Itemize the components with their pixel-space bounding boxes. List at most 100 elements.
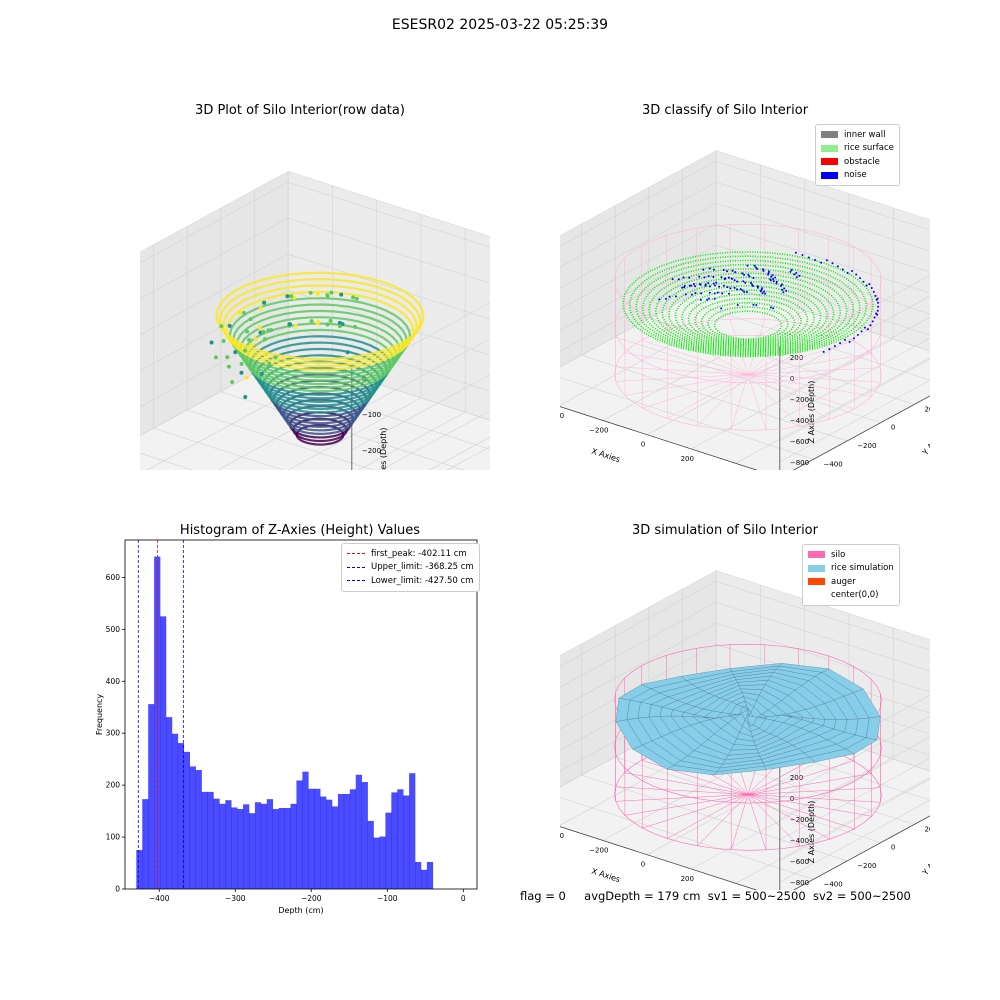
silo-floor-spoke (624, 772, 749, 795)
histogram-bar (290, 803, 297, 889)
noise-point (774, 276, 777, 279)
noise-point (688, 276, 691, 279)
status-line: flag = 0 avgDepth = 179 cm sv1 = 500~250… (520, 889, 911, 903)
silo-floor-spoke (642, 794, 749, 829)
histogram-bar (308, 788, 315, 889)
x-axis-label: Depth (cm) (278, 906, 323, 915)
x-tick-label: 400 (725, 889, 738, 890)
noise-point (671, 278, 674, 281)
noise-point (699, 298, 702, 301)
data-point (244, 375, 249, 380)
y-tick-label: 300 (106, 729, 121, 738)
z-tick-label: −800 (790, 459, 809, 467)
x-tick-label: 200 (681, 455, 694, 463)
noise-point (769, 279, 772, 282)
x-axis-line (560, 406, 758, 470)
x-tick-label: 0 (641, 861, 645, 869)
z-axis-label: Z Axies (Depth) (807, 801, 816, 864)
noise-point (715, 281, 718, 284)
surface-ring (242, 322, 398, 389)
histogram-bar (326, 799, 333, 889)
grid-line (560, 223, 930, 421)
data-point (352, 324, 357, 329)
noise-point (681, 286, 684, 289)
rice-surface-ring (622, 251, 874, 358)
histogram-bar (248, 813, 256, 889)
noise-point (874, 294, 877, 297)
grid-line (153, 244, 284, 470)
noise-point (848, 340, 851, 343)
data-point (261, 329, 266, 334)
data-point (242, 310, 247, 315)
noise-point (822, 350, 825, 353)
noise-point (795, 271, 798, 274)
x-tick-label: −400 (560, 412, 564, 420)
data-point (267, 361, 272, 366)
surface-ring (235, 309, 405, 382)
legend-entry-lower-limit: Lower_limit: -427.50 cm (347, 574, 474, 588)
histogram-legend: first_peak: -402.11 cm Upper_limit: -368… (341, 543, 480, 592)
silo-floor-spoke (624, 794, 749, 816)
silo-floor-spoke (697, 794, 749, 847)
data-point (257, 325, 262, 330)
histogram-bar (332, 806, 339, 889)
legend-line (347, 566, 365, 568)
silo-floor-spoke (747, 773, 872, 795)
noise-point (794, 251, 797, 254)
data-point (233, 341, 238, 346)
legend-label: center(0,0) (831, 590, 879, 601)
noise-point (694, 285, 697, 288)
noise-point (831, 262, 834, 265)
data-point (243, 348, 248, 353)
rice-surface-ring (713, 310, 783, 340)
noise-point (779, 284, 782, 287)
grid-line (287, 171, 490, 421)
silo-floor-spoke (747, 367, 881, 375)
noise-point (698, 283, 701, 286)
noise-point (871, 320, 874, 323)
data-point (329, 290, 334, 295)
legend-label: noise (844, 170, 867, 181)
noise-point (727, 276, 730, 279)
silo-floor-spoke (747, 374, 855, 410)
z-axis-label: Z Axies (Depth) (379, 427, 388, 470)
noise-point (724, 277, 727, 280)
noise-point (790, 268, 793, 271)
noise-point (873, 316, 876, 319)
noise-point (752, 277, 755, 280)
data-point (243, 394, 248, 399)
noise-point (721, 292, 724, 295)
noise-point (772, 307, 775, 310)
silo-floor-spoke (747, 374, 767, 430)
histogram-bar (355, 774, 362, 889)
noise-point (722, 284, 725, 287)
data-point (247, 337, 252, 342)
noise-point (781, 283, 784, 286)
grid-line (140, 181, 490, 379)
surface-ring (218, 278, 422, 364)
noise-point (747, 273, 750, 276)
legend-line (347, 580, 365, 582)
legend-entry-obstacle: obstacle (821, 155, 894, 169)
histogram-bar (403, 795, 410, 889)
legend-label: obstacle (844, 156, 880, 167)
histogram-bar (278, 807, 285, 889)
grid-line (560, 580, 930, 778)
z-tick-label: 0 (790, 375, 794, 383)
noise-point (746, 290, 749, 293)
data-point (225, 355, 230, 360)
histogram-bar (266, 799, 274, 889)
histogram-bar (320, 796, 327, 889)
y-axis-label: Y Axies (920, 429, 930, 458)
noise-point (731, 269, 734, 272)
noise-point (868, 283, 871, 286)
noise-point (720, 276, 723, 279)
data-point (262, 337, 267, 342)
noise-point (707, 297, 710, 300)
noise-point (756, 286, 759, 289)
grid-line (735, 357, 930, 464)
histogram-bar (349, 789, 357, 889)
histogram-bar (272, 809, 279, 889)
noise-point (707, 282, 710, 285)
noise-point (733, 286, 736, 289)
